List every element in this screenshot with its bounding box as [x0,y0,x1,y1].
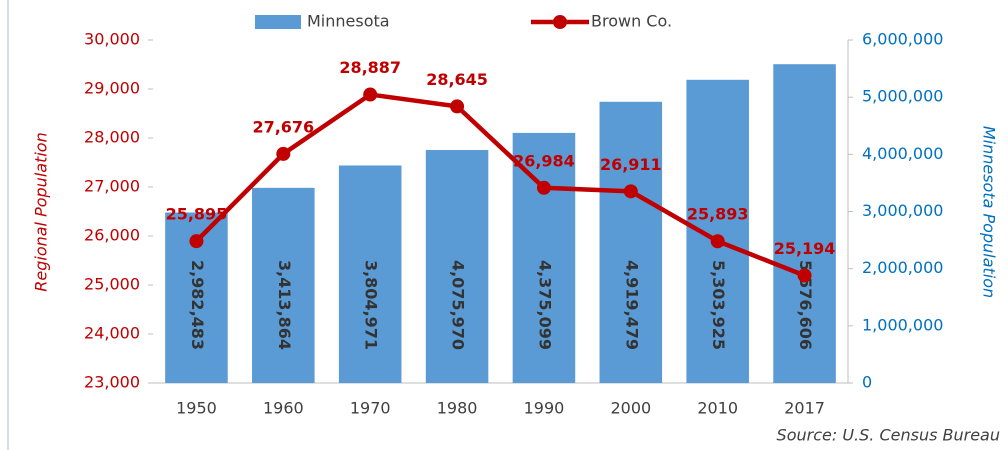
y-tick-label: 23,000 [84,373,140,392]
line-marker [536,180,551,195]
y2-tick-label: 4,000,000 [862,144,943,163]
line-value-label: 28,645 [426,70,488,89]
y-tick-label: 24,000 [84,324,140,343]
y-axis-label: Regional Population [32,132,51,291]
legend-label: Minnesota [307,12,390,31]
bar [252,187,315,383]
y2-tick-label: 2,000,000 [862,258,943,277]
y2-tick-label: 5,000,000 [862,87,943,106]
bar-value-label: 4,075,970 [449,260,468,350]
x-tick-label: 1980 [437,399,478,418]
bar-value-label: 3,413,864 [275,260,294,350]
line-value-label: 25,893 [687,205,749,224]
line-value-label: 28,887 [339,58,401,77]
line-value-label: 26,984 [513,151,575,170]
x-tick-label: 2017 [784,399,825,418]
line-marker [276,146,291,161]
line-value-label: 26,911 [600,155,662,174]
legend-swatch-marker [553,15,567,29]
line-marker [363,87,378,102]
x-tick-label: 1970 [350,399,391,418]
bar [338,165,402,383]
bar-value-label: 5,576,606 [796,260,815,350]
y-tick-label: 25,000 [84,275,140,294]
bar [773,64,836,383]
y2-tick-label: 6,000,000 [862,30,943,49]
line-marker [450,99,465,114]
x-tick-label: 1950 [176,399,217,418]
y-tick-label: 29,000 [84,79,140,98]
x-tick-label: 1960 [263,399,304,418]
bar-value-label: 4,919,479 [622,260,641,350]
source-note: Source: U.S. Census Bureau [777,426,1000,445]
bar [425,149,489,383]
line-value-label: 25,895 [166,205,228,224]
y-tick-label: 26,000 [84,226,140,245]
line-marker [710,234,725,249]
line [194,92,806,278]
bar-value-label: 2,982,483 [188,260,207,350]
line-value-label: 27,676 [252,117,314,136]
y2-tick-label: 3,000,000 [862,201,943,220]
legend-swatch [255,15,301,29]
y2-tick-label: 0 [862,373,872,392]
bar-value-label: 5,303,925 [709,260,728,350]
line-marker [623,184,638,199]
line-value-label: 25,194 [774,239,836,258]
line-marker [189,234,204,249]
bar [599,101,663,384]
line-marker [797,268,812,283]
y-tick-label: 27,000 [84,177,140,196]
y-tick-label: 30,000 [84,30,140,49]
legend-label: Brown Co. [591,12,672,31]
x-tick-label: 2010 [697,399,738,418]
y-tick-label: 28,000 [84,128,140,147]
bar [512,132,576,383]
x-tick-label: 2000 [610,399,651,418]
x-tick-label: 1990 [524,399,565,418]
y2-axis-label: Minnesota Population [980,126,999,298]
bar-value-label: 3,804,971 [362,260,381,350]
bar-value-label: 4,375,099 [535,260,554,350]
y2-tick-label: 1,000,000 [862,315,943,334]
